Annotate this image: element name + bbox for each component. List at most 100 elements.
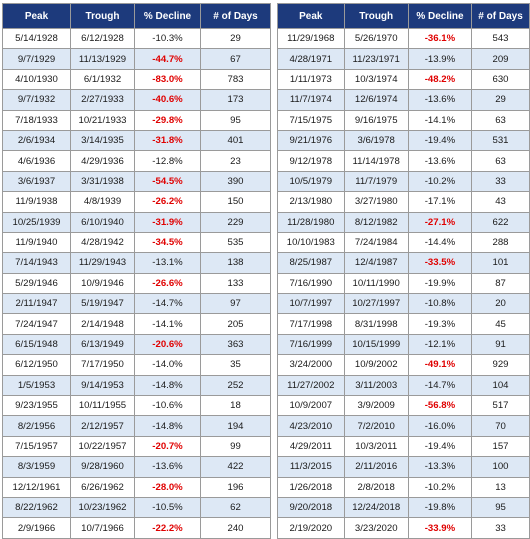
cell-peak: 9/20/2018 [277,496,345,519]
cell-peak: 7/14/1943 [2,252,71,274]
cell-days: 101 [471,252,530,274]
cell-trough: 10/9/1946 [70,272,135,295]
cell-days: 91 [471,333,530,356]
table-row: 3/6/1937 3/31/1938 -54.5% 390 [2,170,271,193]
cell-decline: -13.6% [134,456,201,478]
cell-decline: -54.5% [134,170,201,193]
drawdown-table-right: Peak Trough % Decline # of Days 11/29/19… [277,3,530,539]
cell-peak: 10/5/1979 [277,170,345,193]
cell-peak: 4/23/2010 [277,415,345,437]
cell-peak: 8/3/1959 [2,456,71,478]
table-row: 2/13/1980 3/27/1980 -17.1% 43 [277,191,530,213]
cell-peak: 7/15/1975 [277,109,345,131]
table-row: 10/5/1979 11/7/1979 -10.2% 33 [277,170,530,193]
cell-decline: -48.2% [407,68,473,91]
table-row: 11/9/1940 4/28/1942 -34.5% 535 [2,231,271,254]
table-row: 5/29/1946 10/9/1946 -26.6% 133 [2,272,271,295]
table-row: 8/22/1962 10/23/1962 -10.5% 62 [2,496,271,519]
cell-trough: 2/11/2016 [343,456,409,478]
table-row: 7/18/1933 10/21/1933 -29.8% 95 [2,109,271,131]
cell-days: 87 [471,272,530,295]
cell-trough: 4/29/1936 [70,150,135,172]
header-trough: Trough [343,3,409,29]
cell-trough: 4/8/1939 [70,191,135,213]
cell-peak: 7/15/1957 [2,435,71,458]
table-row: 9/23/1955 10/11/1955 -10.6% 18 [2,395,271,417]
cell-peak: 12/12/1961 [2,476,71,498]
cell-trough: 2/14/1948 [70,313,135,335]
table-row: 2/19/2020 3/23/2020 -33.9% 33 [277,517,530,539]
cell-peak: 6/15/1948 [2,333,71,356]
cell-decline: -10.5% [134,496,201,519]
cell-peak: 6/12/1950 [2,354,71,376]
cell-decline: -14.1% [407,109,473,131]
cell-days: 43 [471,191,530,213]
table-row: 9/7/1932 2/27/1933 -40.6% 173 [2,89,271,111]
table-row: 4/10/1930 6/1/1932 -83.0% 783 [2,68,271,91]
cell-decline: -10.8% [407,293,473,315]
cell-peak: 7/16/1999 [277,333,345,356]
cell-days: 630 [471,68,530,91]
cell-decline: -14.8% [134,374,201,397]
cell-days: 517 [471,395,530,417]
cell-trough: 5/19/1947 [70,293,135,315]
cell-peak: 10/7/1997 [277,293,345,315]
cell-trough: 11/23/1971 [343,48,409,70]
cell-days: 535 [200,231,271,254]
cell-trough: 7/24/1984 [343,231,409,254]
cell-days: 194 [200,415,271,437]
cell-decline: -83.0% [134,68,201,91]
cell-peak: 8/25/1987 [277,252,345,274]
table-body-left: 5/14/1928 6/12/1928 -10.3% 29 9/7/1929 11/13/… [2,27,271,539]
cell-decline: -10.2% [407,476,473,498]
header-peak: Peak [2,3,71,29]
table-row: 7/16/1999 10/15/1999 -12.1% 91 [277,333,530,356]
table-row: 5/14/1928 6/12/1928 -10.3% 29 [2,27,271,50]
table-row: 4/28/1971 11/23/1971 -13.9% 209 [277,48,530,70]
cell-decline: -29.8% [134,109,201,131]
cell-decline: -17.1% [407,191,473,213]
cell-peak: 10/10/1983 [277,231,345,254]
cell-peak: 7/18/1933 [2,109,71,131]
cell-days: 543 [471,27,530,50]
cell-days: 33 [471,170,530,193]
cell-decline: -22.2% [134,517,201,539]
cell-trough: 12/4/1987 [343,252,409,274]
cell-decline: -10.3% [134,27,201,50]
cell-peak: 8/2/1956 [2,415,71,437]
header-decline: % Decline [407,3,473,29]
cell-days: 20 [471,293,530,315]
cell-decline: -13.1% [134,252,201,274]
cell-decline: -10.2% [407,170,473,193]
cell-decline: -19.9% [407,272,473,295]
cell-trough: 2/27/1933 [70,89,135,111]
cell-peak: 2/9/1966 [2,517,71,539]
header-decline: % Decline [134,3,201,29]
table-row: 2/11/1947 5/19/1947 -14.7% 97 [2,293,271,315]
cell-decline: -13.6% [407,150,473,172]
cell-trough: 10/27/1997 [343,293,409,315]
cell-peak: 2/19/2020 [277,517,345,539]
cell-days: 252 [200,374,271,397]
table-row: 4/23/2010 7/2/2010 -16.0% 70 [277,415,530,437]
table-row: 1/11/1973 10/3/1974 -48.2% 630 [277,68,530,91]
table-row: 7/16/1990 10/11/1990 -19.9% 87 [277,272,530,295]
cell-trough: 3/31/1938 [70,170,135,193]
table-row: 8/2/1956 2/12/1957 -14.8% 194 [2,415,271,437]
cell-peak: 5/29/1946 [2,272,71,295]
cell-decline: -13.3% [407,456,473,478]
header-peak: Peak [277,3,345,29]
table-row: 11/9/1938 4/8/1939 -26.2% 150 [2,191,271,213]
cell-trough: 6/13/1949 [70,333,135,356]
cell-peak: 11/28/1980 [277,211,345,233]
cell-decline: -33.9% [407,517,473,539]
cell-decline: -27.1% [407,211,473,233]
cell-trough: 3/6/1978 [343,129,409,152]
cell-decline: -40.6% [134,89,201,111]
cell-trough: 10/3/1974 [343,68,409,91]
table-row: 4/6/1936 4/29/1936 -12.8% 23 [2,150,271,172]
cell-decline: -34.5% [134,231,201,254]
cell-days: 150 [200,191,271,213]
cell-trough: 11/29/1943 [70,252,135,274]
cell-decline: -20.6% [134,333,201,356]
